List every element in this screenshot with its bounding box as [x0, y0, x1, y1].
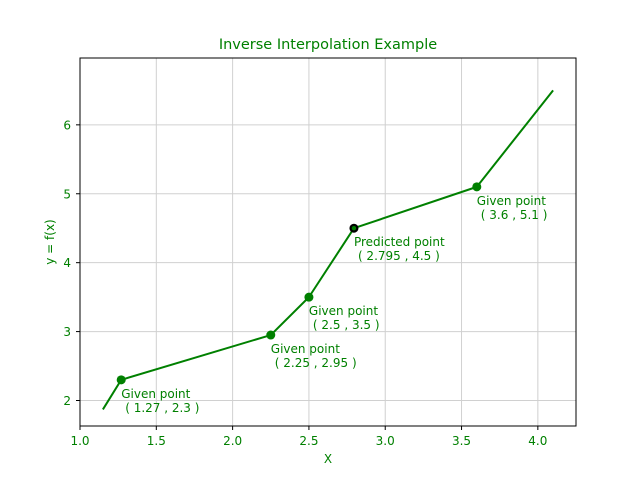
- chart-title: Inverse Interpolation Example: [219, 37, 437, 53]
- x-tick-label: 1.0: [70, 434, 89, 448]
- x-tick-label: 1.5: [147, 434, 166, 448]
- point-annotation-coord: ( 3.6 , 5.1 ): [481, 208, 548, 222]
- x-tick-label: 4.0: [528, 434, 547, 448]
- axis-ticks: 1.0 1.5 2.0 2.5 3.0 3.5 4.0 2 3 4 5 6: [63, 118, 547, 448]
- y-axis-label: y = f(x): [43, 219, 57, 264]
- point-annotation-label: Given point: [477, 194, 546, 208]
- x-axis-label: X: [324, 452, 332, 466]
- x-tick-label: 3.5: [452, 434, 471, 448]
- data-points: [116, 182, 482, 385]
- point-annotation-label: Given point: [309, 304, 378, 318]
- y-tick-label: 5: [63, 187, 71, 201]
- point-annotation-coord: ( 2.795 , 4.5 ): [358, 249, 440, 263]
- point-annotation-label: Predicted point: [354, 235, 445, 249]
- given-point-marker: [266, 330, 276, 340]
- point-annotation-coord: ( 1.27 , 2.3 ): [125, 401, 199, 415]
- y-tick-label: 2: [63, 394, 71, 408]
- point-annotation-coord: ( 2.25 , 2.95 ): [275, 356, 357, 370]
- point-annotations: Given point( 1.27 , 2.3 )Given point( 2.…: [121, 194, 547, 415]
- predicted-point-center: [351, 226, 357, 231]
- y-tick-label: 4: [63, 256, 71, 270]
- point-annotation-label: Given point: [271, 342, 340, 356]
- given-point-marker: [116, 375, 126, 385]
- given-point-marker: [472, 182, 482, 192]
- plot-frame: [79, 57, 577, 427]
- point-annotation-label: Given point: [121, 387, 190, 401]
- grid-lines: [79, 58, 576, 426]
- x-tick-label: 3.0: [376, 434, 395, 448]
- x-tick-label: 2.5: [299, 434, 318, 448]
- y-tick-label: 3: [63, 325, 71, 339]
- x-tick-label: 2.0: [223, 434, 242, 448]
- y-tick-label: 6: [63, 118, 71, 132]
- given-point-marker: [304, 292, 314, 302]
- point-annotation-coord: ( 2.5 , 3.5 ): [313, 318, 380, 332]
